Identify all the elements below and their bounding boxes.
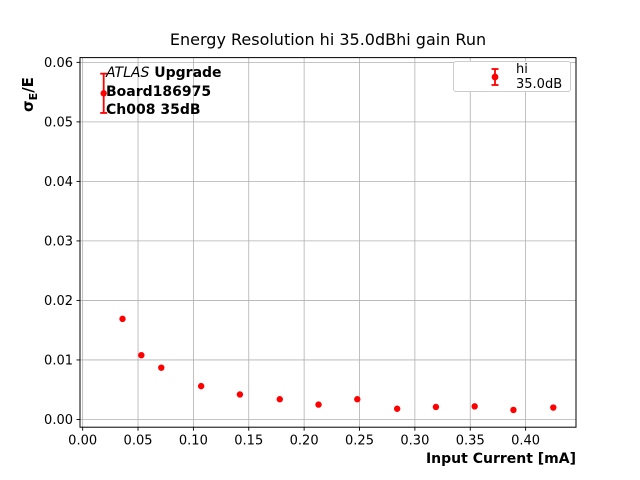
x-tick-label: 0.00 [68,434,97,449]
plot-annotation: ATLAS Upgrade Board186975 Ch008 35dB [106,64,222,120]
y-tick-label: 0.05 [44,115,73,130]
annotation-upgrade: Upgrade [149,65,222,81]
data-point [393,405,401,412]
annotation-line-1: ATLAS Upgrade [106,64,222,83]
data-point [158,364,165,371]
x-tick-label: 0.40 [511,434,540,449]
x-axis-label: Input Current [mA] [425,451,576,467]
data-point [197,382,205,390]
data-point [138,351,145,359]
data-point [550,404,557,411]
x-tick-label: 0.25 [345,434,374,449]
data-point [236,391,244,398]
axes-frame [79,57,577,428]
data-point [100,90,107,97]
y-axis-label: σE/E [19,77,40,112]
annotation-line-2: Board186975 [106,83,212,100]
data-point [471,403,478,410]
y-tick-label: 0.00 [44,413,73,428]
x-tick-label: 0.35 [456,434,485,449]
y-axis-label-subscript: E [27,92,40,101]
legend-box: hi 35.0dB [453,61,571,92]
annotation-line-3: Ch008 35dB [106,102,201,118]
x-tick-label: 0.15 [234,434,263,449]
data-point [432,403,440,411]
chart-title: Energy Resolution hi 35.0dBhi gain Run [169,30,487,49]
y-tick-label: 0.01 [44,353,73,368]
data-point [354,396,361,403]
x-tick-label: 0.20 [290,434,319,449]
x-tick-label: 0.30 [400,434,429,449]
legend-errorbar-marker-icon [491,67,499,86]
data-point [276,396,283,403]
x-tick-label: 0.05 [124,434,153,449]
annotation-atlas: ATLAS [106,65,150,81]
y-tick-label: 0.04 [44,175,73,190]
x-tick-label: 0.10 [179,434,208,449]
legend-entry-label: hi 35.0dB [516,61,563,92]
y-axis-label-sigma: σ [19,100,37,112]
data-point [119,315,126,323]
data-point [315,401,322,408]
y-tick-label: 0.03 [44,234,73,249]
y-tick-label: 0.02 [44,294,73,309]
y-axis-label-rest: /E [19,77,37,93]
data-point [510,406,517,414]
y-tick-label: 0.06 [44,56,73,71]
